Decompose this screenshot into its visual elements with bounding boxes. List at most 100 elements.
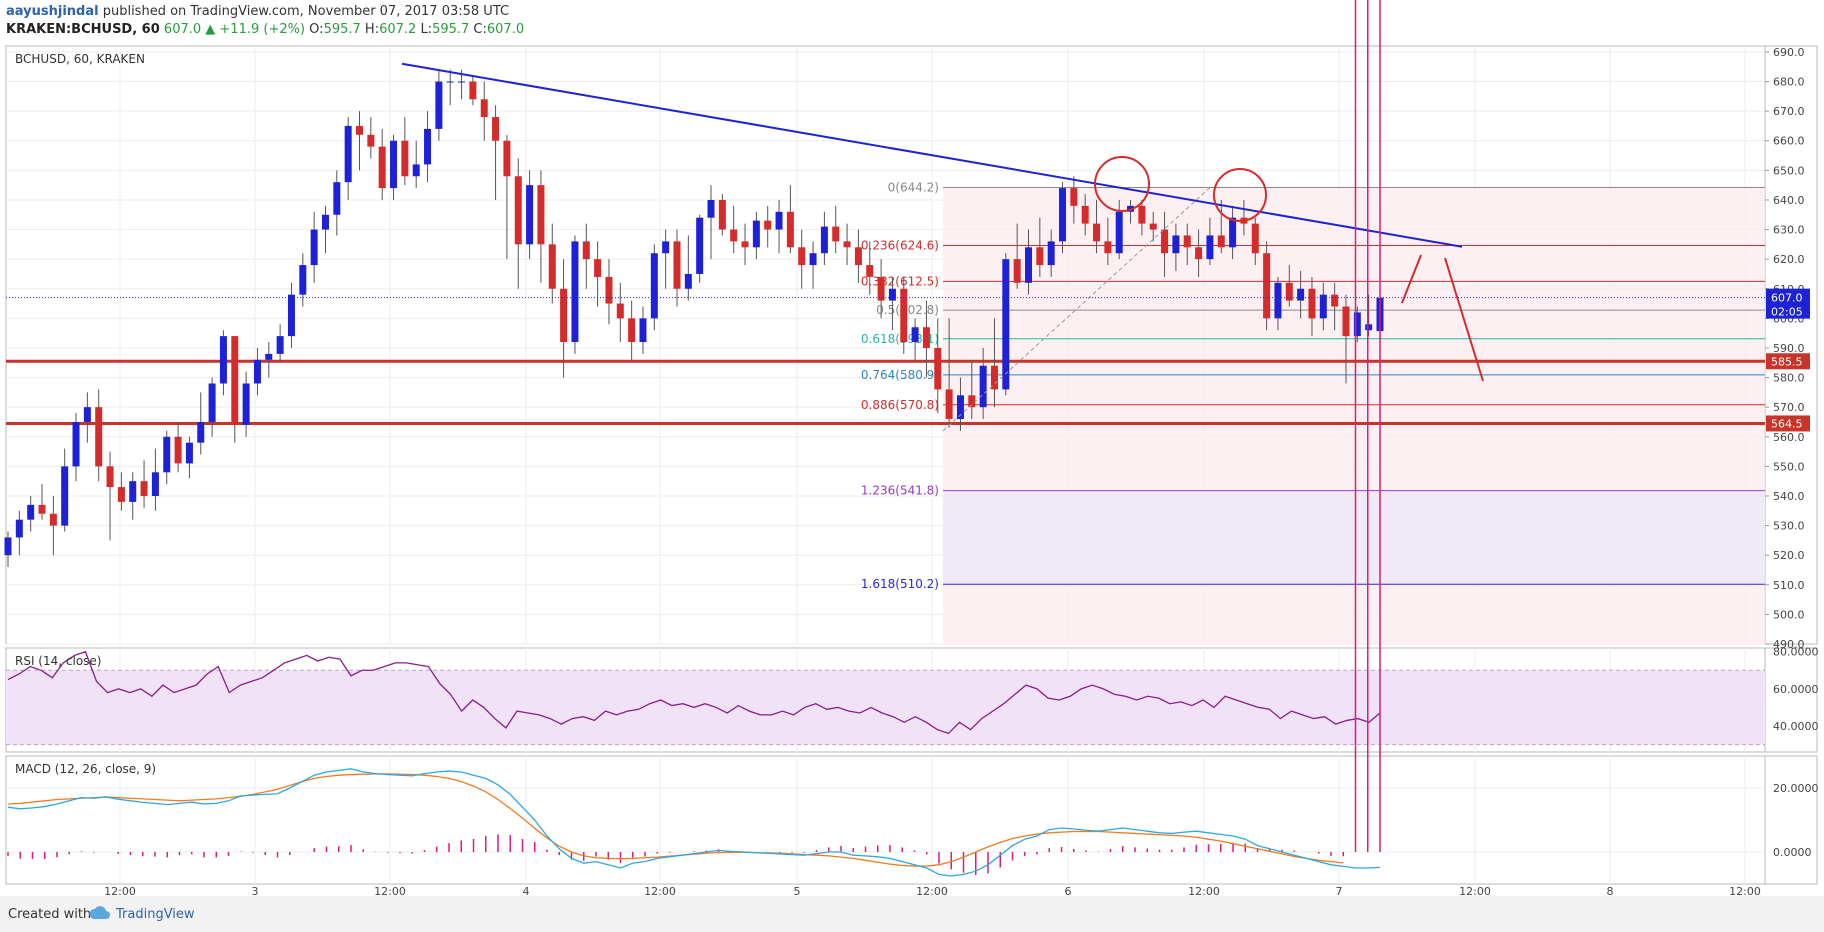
last-price-tag [1766, 288, 1810, 319]
candle-body [956, 395, 964, 420]
candle [1331, 282, 1339, 331]
candle-body [197, 421, 205, 443]
x-tick-label: 6 [1065, 885, 1072, 896]
candle [117, 472, 125, 511]
candle [503, 134, 511, 260]
candle [1195, 229, 1203, 277]
candle-body [764, 220, 772, 230]
candle [1081, 194, 1089, 236]
candle [1217, 199, 1225, 254]
y-tick-label: 680.0 [1773, 76, 1805, 89]
candle [1149, 211, 1157, 242]
candle-body [1161, 229, 1169, 254]
x-tick-label: 12:00 [374, 885, 406, 896]
candle-body [616, 303, 624, 319]
candle-body [548, 244, 556, 289]
candle [265, 342, 273, 378]
fib-extension-zone [943, 490, 1765, 585]
candle-body [628, 318, 636, 343]
candle-body [730, 229, 738, 242]
rsi-label: RSI (14, close) [15, 654, 102, 668]
candle-body [718, 199, 726, 230]
candle [151, 448, 159, 511]
y-tick-label: 660.0 [1773, 135, 1805, 148]
candle [1104, 217, 1112, 266]
candle-body [526, 185, 534, 245]
candle-body [367, 134, 375, 147]
highlight-circle [1213, 168, 1267, 222]
candle [526, 170, 534, 260]
candle-body [968, 395, 976, 408]
published-text: published on TradingView.com, November 0… [102, 4, 510, 19]
candle [1172, 223, 1180, 271]
candle [605, 259, 613, 325]
candle [945, 318, 953, 428]
x-tick-label: 5 [794, 885, 801, 896]
candle-body [1149, 223, 1157, 230]
y-tick-label: 570.0 [1773, 401, 1805, 414]
candle [673, 229, 681, 307]
macd-y-tick-label: 0.0000 [1773, 846, 1812, 859]
candle [378, 128, 386, 200]
candle [287, 282, 295, 348]
projection-down-line [1444, 257, 1484, 382]
candle-body [1070, 188, 1078, 206]
rsi-y-tick-label: 80.0000 [1773, 646, 1819, 659]
low-value: 595.7 [432, 22, 470, 37]
candle [1161, 211, 1169, 277]
x-tick-label: 12:00 [1459, 885, 1491, 896]
candle [696, 214, 704, 283]
candle [798, 229, 806, 289]
candle [4, 531, 12, 568]
candle-body [219, 336, 227, 384]
candle-body [1002, 259, 1010, 390]
candle-body [900, 288, 908, 343]
candle-body [253, 359, 261, 384]
candle [764, 205, 772, 248]
publish-line: aayushjindal published on TradingView.co… [6, 4, 509, 19]
candle [956, 377, 964, 431]
candle [809, 241, 817, 289]
candle-body [979, 365, 987, 408]
candle [480, 81, 488, 141]
candle [866, 241, 874, 295]
candle [616, 282, 624, 343]
high-label: H: [364, 22, 380, 37]
candle [1319, 282, 1327, 331]
candle-body [95, 407, 103, 467]
candle-body [503, 140, 511, 177]
candle-body [287, 294, 295, 337]
candle [344, 117, 352, 200]
macd-label: MACD (12, 26, close, 9) [15, 762, 157, 776]
candle-body [514, 176, 522, 245]
candle-body [72, 421, 80, 467]
candle-body [945, 389, 953, 420]
y-tick-label: 590.0 [1773, 342, 1805, 355]
author-link[interactable]: aayushjindal [6, 4, 99, 19]
chart-area[interactable]: 12:00 3 12:00 4 12:00 5 12:00 6 12:00 7 12:00 8 12:0… [0, 0, 1824, 896]
candle [446, 69, 454, 106]
candle-body [83, 407, 91, 422]
level-price-label: 585.5 [1771, 355, 1803, 368]
candle-body [1263, 253, 1271, 319]
candle-body [639, 318, 647, 343]
fib-level-label: 0.236(624.6) [861, 239, 939, 253]
candle [72, 413, 80, 482]
x-tick-label: 12:00 [916, 885, 948, 896]
tradingview-brand[interactable]: TradingView [116, 907, 195, 922]
candle [492, 105, 500, 200]
candle [253, 347, 261, 396]
y-tick-label: 520.0 [1773, 549, 1805, 562]
candle-body [922, 327, 930, 348]
candle-body [1331, 294, 1339, 307]
candle [310, 211, 318, 283]
candle-body [752, 220, 760, 248]
candle-body [1353, 312, 1361, 337]
candle-body [650, 253, 658, 319]
candle [718, 194, 726, 236]
candle [1342, 294, 1350, 384]
y-tick-label: 500.0 [1773, 608, 1805, 621]
y-tick-label: 620.0 [1773, 253, 1805, 266]
candle [1285, 265, 1293, 307]
y-tick-label: 580.0 [1773, 372, 1805, 385]
